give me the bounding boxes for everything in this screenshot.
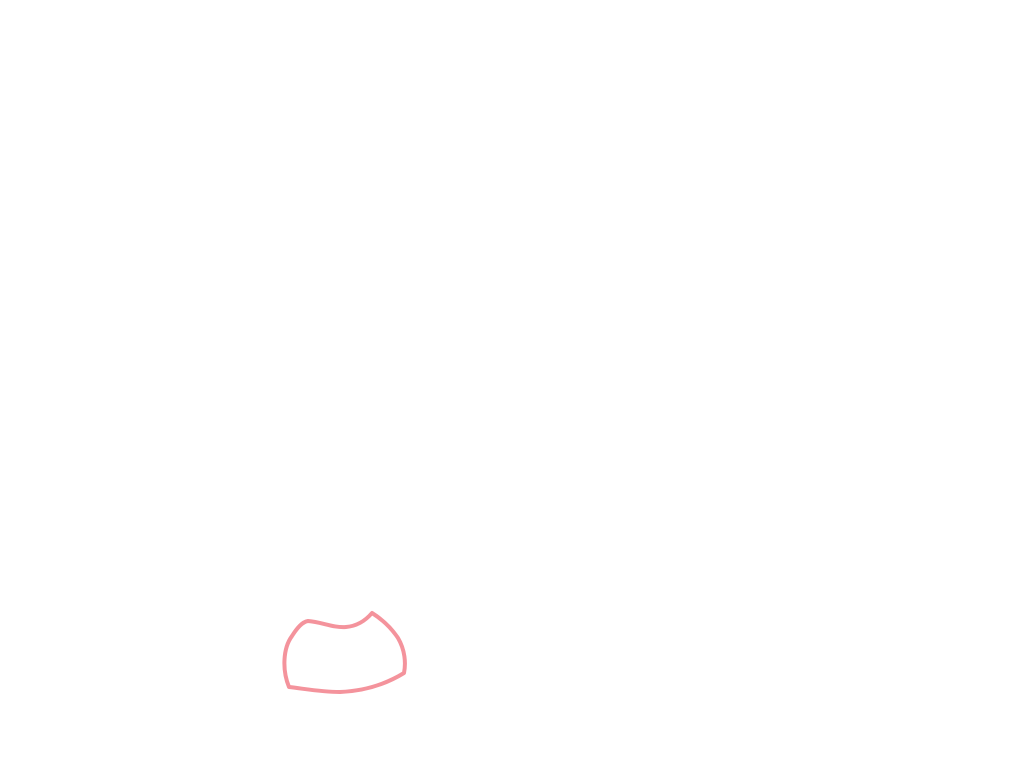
freehand-stroke	[282, 611, 407, 694]
